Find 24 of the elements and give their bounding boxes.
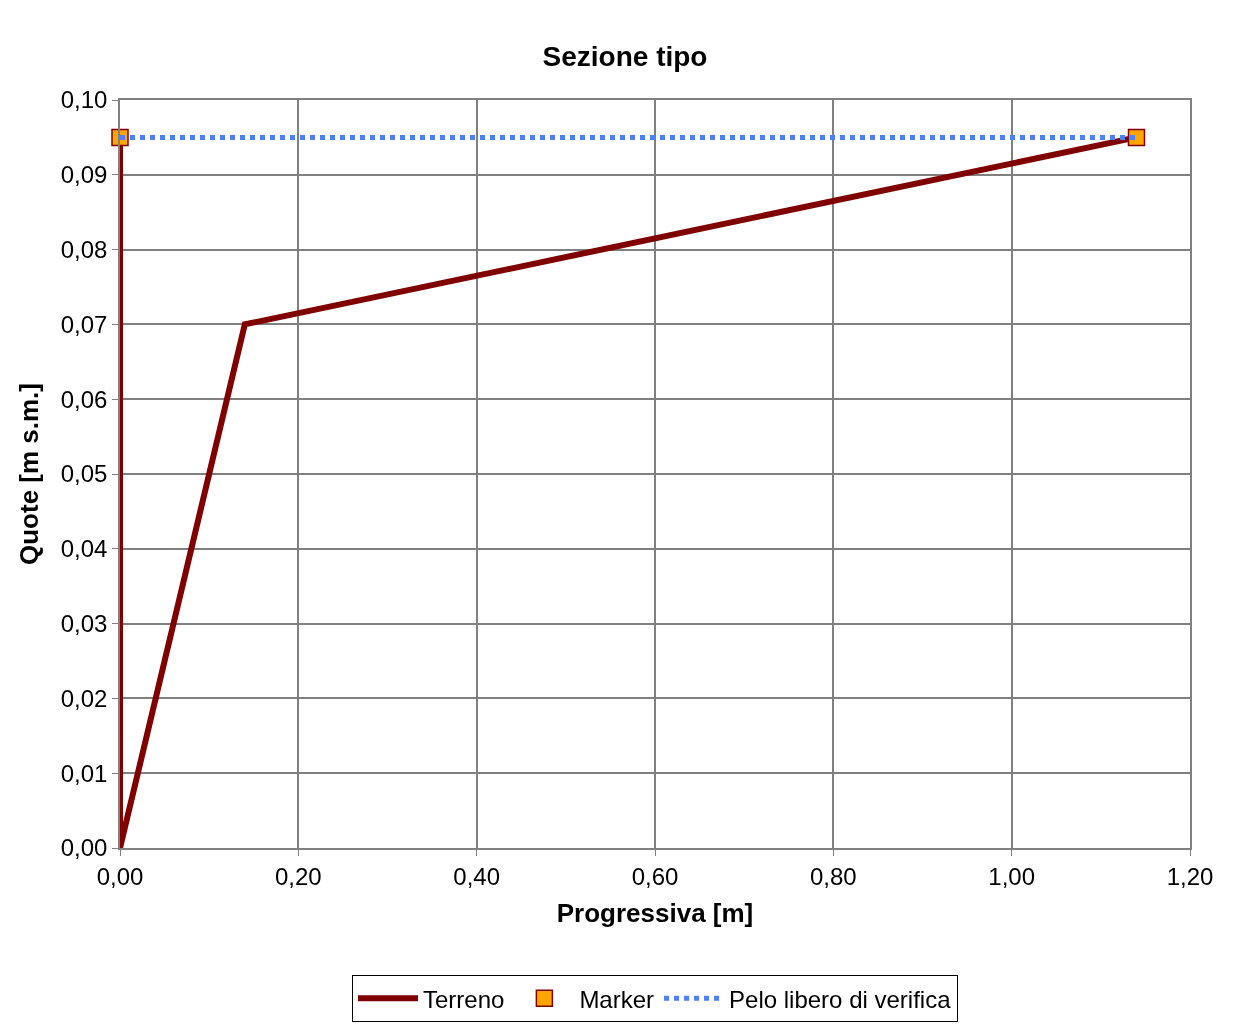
y-tick-label: 0,10 xyxy=(60,86,108,114)
y-axis-title: Quote [m s.m.] xyxy=(13,382,44,566)
x-tick-label: 0,40 xyxy=(453,862,501,890)
x-tick-label: 0,20 xyxy=(274,862,322,890)
y-tick-label: 0,06 xyxy=(60,385,108,413)
x-tick-label: 0,00 xyxy=(96,862,144,890)
x-tick-label: 1,20 xyxy=(1166,862,1214,890)
y-tick-label: 0,05 xyxy=(60,460,108,488)
x-tick-label: 0,60 xyxy=(631,862,679,890)
x-tick-label: 0,80 xyxy=(809,862,857,890)
y-tick-label: 0,02 xyxy=(60,684,108,712)
y-tick-label: 0,07 xyxy=(60,310,108,338)
y-tick-label: 0,00 xyxy=(60,834,108,862)
legend-label: Marker xyxy=(579,985,655,1013)
y-tick-label: 0,03 xyxy=(60,610,108,637)
legend-label: Pelo libero di verifica xyxy=(729,985,952,1013)
x-axis-title: Progressiva [m] xyxy=(556,897,754,928)
y-tick-label: 0,04 xyxy=(60,535,108,563)
y-tick-label: 0,08 xyxy=(60,236,108,263)
chart-title: Sezione tipo xyxy=(542,41,708,73)
legend-label: Terreno xyxy=(423,985,505,1013)
x-tick-label: 1,00 xyxy=(988,862,1036,890)
y-tick-label: 0,01 xyxy=(60,759,108,787)
y-tick-label: 0,09 xyxy=(60,161,108,189)
